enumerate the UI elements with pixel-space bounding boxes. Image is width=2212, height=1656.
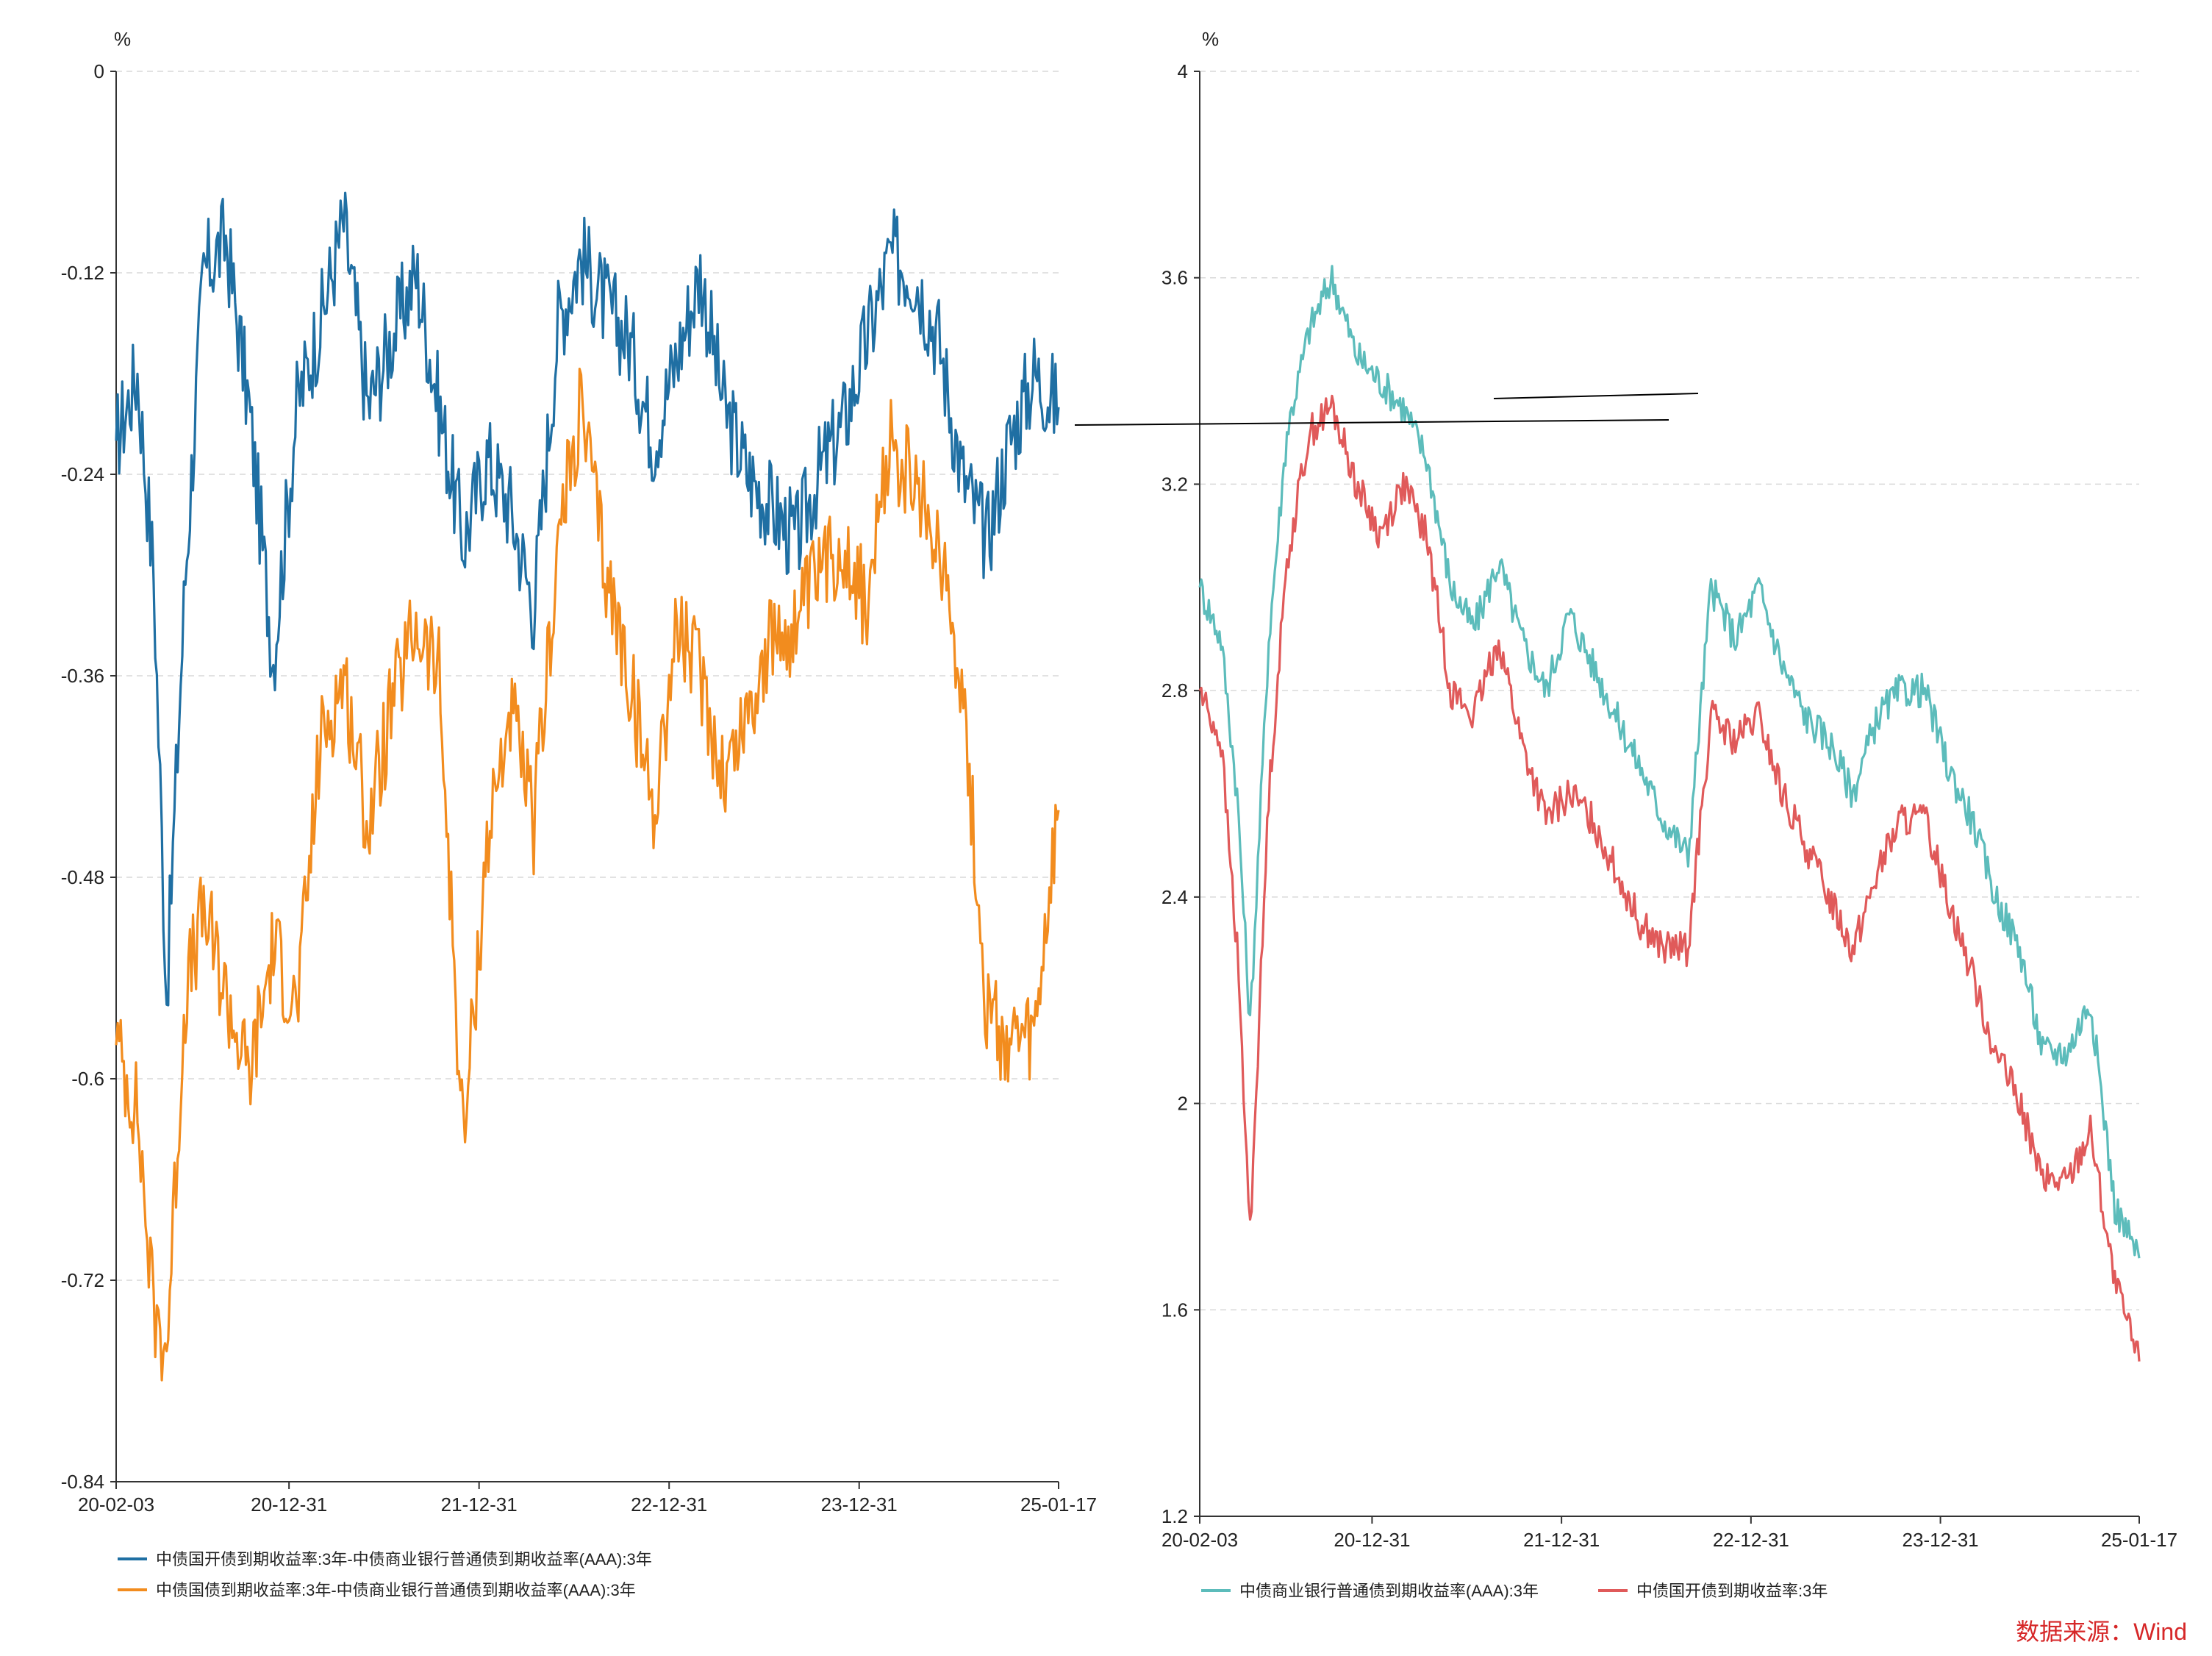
x-tick-label-left-0: 20-02-03 [78, 1493, 154, 1516]
x-tick-label-left-3: 22-12-31 [631, 1493, 707, 1516]
y-tick-label-right-7: 1.2 [1162, 1505, 1188, 1527]
y-tick-label-right-4: 2.4 [1162, 886, 1188, 908]
left-spread-chart: 0 -0.12 -0.24 -0.36 -0.48 -0.6 -0.72 -0.84% 20-0… [61, 28, 1097, 1599]
y-tick-label-left-1: -0.12 [61, 262, 104, 284]
x-tick-label-left-5: 25-01-17 [1020, 1493, 1097, 1516]
y-tick-label-right-5: 2 [1178, 1093, 1188, 1115]
right-yield-chart: 4 3.6 3.2 2.8 2.4 2 1.6 1.2% 20-02-03 20-12-31 21-… [1162, 28, 2177, 1600]
x-tick-label-left-1: 20-12-31 [251, 1493, 327, 1516]
y-tick-label-right-0: 4 [1178, 60, 1188, 82]
series-line-left-1 [115, 368, 1060, 1382]
y-tick-label-left-7: -0.84 [61, 1471, 104, 1493]
y-tick-label-right-2: 3.2 [1162, 473, 1188, 495]
y-tick-label-left-3: -0.36 [61, 665, 104, 687]
x-tick-label-left-4: 23-12-31 [821, 1493, 898, 1516]
y-tick-label-right-1: 3.6 [1162, 267, 1188, 289]
x-tick-label-right-2: 21-12-31 [1523, 1529, 1600, 1551]
x-tick-label-right-4: 23-12-31 [1903, 1529, 1979, 1551]
annotation-stroke-short [1493, 393, 1699, 399]
x-tick-label-right-0: 20-02-03 [1162, 1529, 1238, 1551]
legend-label-left-1: 中债国债到期收益率:3年-中债商业银行普通债到期收益率(AAA):3年 [156, 1581, 636, 1599]
series-line-left-0 [115, 191, 1060, 1007]
y-tick-label-right-3: 2.8 [1162, 679, 1188, 702]
data-source-note: 数据来源：Wind [2016, 1618, 2187, 1645]
x-tick-label-right-5: 25-01-17 [2101, 1529, 2177, 1551]
y-tick-label-left-4: -0.48 [61, 866, 104, 888]
annotation-stroke-long [1074, 419, 1669, 426]
unit-label-left: % [114, 28, 131, 50]
legend-label-left-0: 中债国开债到期收益率:3年-中债商业银行普通债到期收益率(AAA):3年 [156, 1550, 652, 1568]
x-tick-label-left-2: 21-12-31 [441, 1493, 518, 1516]
y-tick-label-left-5: -0.6 [71, 1068, 104, 1090]
series-line-right-0 [1198, 265, 2141, 1259]
y-tick-label-left-2: -0.24 [61, 463, 104, 485]
y-tick-label-left-6: -0.72 [61, 1269, 104, 1291]
unit-label-right: % [1202, 28, 1219, 50]
y-tick-label-right-6: 1.6 [1162, 1299, 1188, 1321]
legend-label-right-1: 中债国开债到期收益率:3年 [1636, 1582, 1828, 1600]
annotation-strokes [1074, 393, 1699, 426]
series-line-right-1 [1198, 394, 2141, 1362]
x-tick-label-right-1: 20-12-31 [1334, 1529, 1410, 1551]
y-tick-label-left-0: 0 [94, 60, 104, 82]
legend-label-right-0: 中债商业银行普通债到期收益率(AAA):3年 [1239, 1582, 1539, 1600]
x-tick-label-right-3: 22-12-31 [1713, 1529, 1789, 1551]
